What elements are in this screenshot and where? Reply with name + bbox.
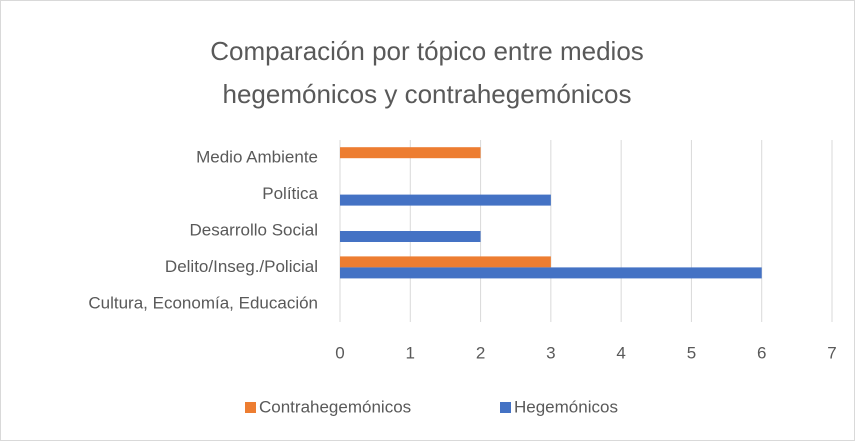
- bar: [340, 147, 481, 159]
- x-tick-label: 7: [827, 343, 836, 362]
- y-tick-label: Desarrollo Social: [190, 220, 319, 239]
- y-tick-label: Cultura, Economía, Educación: [88, 293, 318, 312]
- y-tick-label: Medio Ambiente: [196, 148, 318, 167]
- legend-label: Contrahegemónicos: [259, 397, 411, 416]
- x-tick-label: 1: [406, 343, 415, 362]
- bar: [340, 231, 481, 242]
- y-tick-label: Política: [262, 184, 318, 203]
- chart-title: Comparación por tópico entre medios hege…: [210, 36, 644, 109]
- x-tick-label: 3: [546, 343, 555, 362]
- x-tick-label: 2: [476, 343, 485, 362]
- x-tick-label: 5: [687, 343, 696, 362]
- bar: [340, 256, 551, 268]
- bar: [340, 194, 551, 206]
- x-tick-label: 4: [616, 343, 625, 362]
- x-tick-label: 6: [757, 343, 766, 362]
- legend-swatch: [245, 402, 256, 413]
- x-tick-label: 0: [335, 343, 344, 362]
- y-tick-label: Delito/Inseg./Policial: [165, 257, 318, 276]
- legend-label: Hegemónicos: [514, 397, 618, 416]
- legend-swatch: [500, 402, 511, 413]
- bar: [340, 267, 762, 279]
